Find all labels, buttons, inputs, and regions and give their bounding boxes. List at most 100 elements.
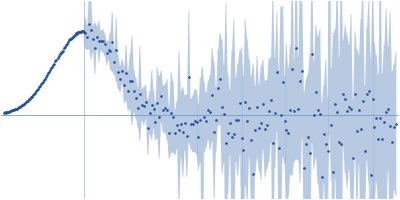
Point	[389, 141, 395, 144]
Point	[356, 108, 362, 112]
Point	[121, 83, 127, 87]
Point	[256, 126, 262, 129]
Point	[140, 105, 147, 108]
Point	[182, 121, 188, 124]
Point	[31, 93, 38, 96]
Point	[115, 71, 122, 74]
Point	[281, 119, 288, 122]
Point	[328, 123, 335, 127]
Point	[318, 175, 325, 179]
Point	[178, 123, 184, 126]
Point	[236, 101, 243, 105]
Point	[70, 34, 77, 38]
Point	[35, 88, 42, 91]
Point	[98, 39, 104, 42]
Point	[272, 111, 278, 114]
Point	[33, 90, 40, 93]
Point	[186, 75, 192, 78]
Point	[1, 111, 7, 114]
Point	[240, 148, 247, 152]
Point	[76, 30, 83, 34]
Point	[393, 122, 399, 126]
Point	[211, 131, 217, 134]
Point	[285, 131, 292, 134]
Point	[119, 70, 126, 73]
Point	[5, 110, 11, 113]
Point	[342, 97, 348, 101]
Point	[135, 106, 141, 109]
Point	[84, 36, 90, 39]
Point	[107, 49, 114, 53]
Point	[387, 125, 393, 128]
Point	[228, 136, 235, 139]
Point	[213, 118, 219, 121]
Point	[250, 172, 256, 175]
Point	[270, 142, 276, 145]
Point	[18, 104, 24, 108]
Point	[41, 78, 48, 82]
Point	[80, 30, 86, 33]
Point	[201, 115, 208, 119]
Point	[371, 125, 378, 128]
Point	[7, 110, 13, 113]
Point	[58, 50, 65, 53]
Point	[100, 39, 106, 42]
Point	[46, 70, 53, 73]
Point	[138, 103, 145, 107]
Point	[362, 150, 368, 153]
Point	[125, 90, 131, 93]
Point	[15, 106, 21, 110]
Point	[96, 40, 102, 43]
Point	[385, 107, 391, 110]
Point	[219, 105, 225, 109]
Point	[40, 80, 46, 84]
Point	[215, 86, 221, 90]
Point	[154, 101, 161, 104]
Point	[354, 129, 360, 132]
Point	[164, 108, 170, 112]
Point	[158, 95, 164, 98]
Point	[24, 100, 30, 103]
Point	[346, 106, 352, 109]
Point	[137, 92, 143, 95]
Point	[76, 31, 82, 34]
Point	[316, 112, 323, 116]
Point	[12, 107, 18, 110]
Point	[52, 60, 59, 63]
Point	[195, 136, 202, 139]
Point	[82, 31, 88, 35]
Point	[232, 118, 239, 121]
Point	[38, 83, 44, 86]
Point	[133, 97, 139, 100]
Point	[191, 119, 198, 122]
Point	[264, 123, 270, 126]
Point	[260, 103, 266, 106]
Point	[234, 119, 241, 122]
Point	[48, 67, 55, 70]
Point	[364, 92, 370, 96]
Point	[188, 122, 194, 126]
Point	[72, 33, 78, 37]
Point	[4, 110, 10, 114]
Point	[74, 31, 81, 34]
Point	[50, 64, 57, 67]
Point	[274, 70, 280, 73]
Point	[103, 51, 110, 55]
Point	[383, 110, 390, 113]
Point	[268, 99, 274, 102]
Point	[66, 38, 72, 41]
Point	[197, 119, 204, 122]
Point	[322, 142, 329, 146]
Point	[8, 110, 14, 113]
Point	[360, 99, 366, 102]
Point	[105, 49, 112, 52]
Point	[148, 103, 155, 106]
Point	[375, 137, 382, 140]
Point	[28, 96, 34, 99]
Point	[68, 37, 74, 40]
Point	[166, 131, 172, 135]
Point	[21, 102, 27, 105]
Point	[209, 93, 215, 96]
Point	[14, 107, 20, 110]
Point	[205, 108, 212, 112]
